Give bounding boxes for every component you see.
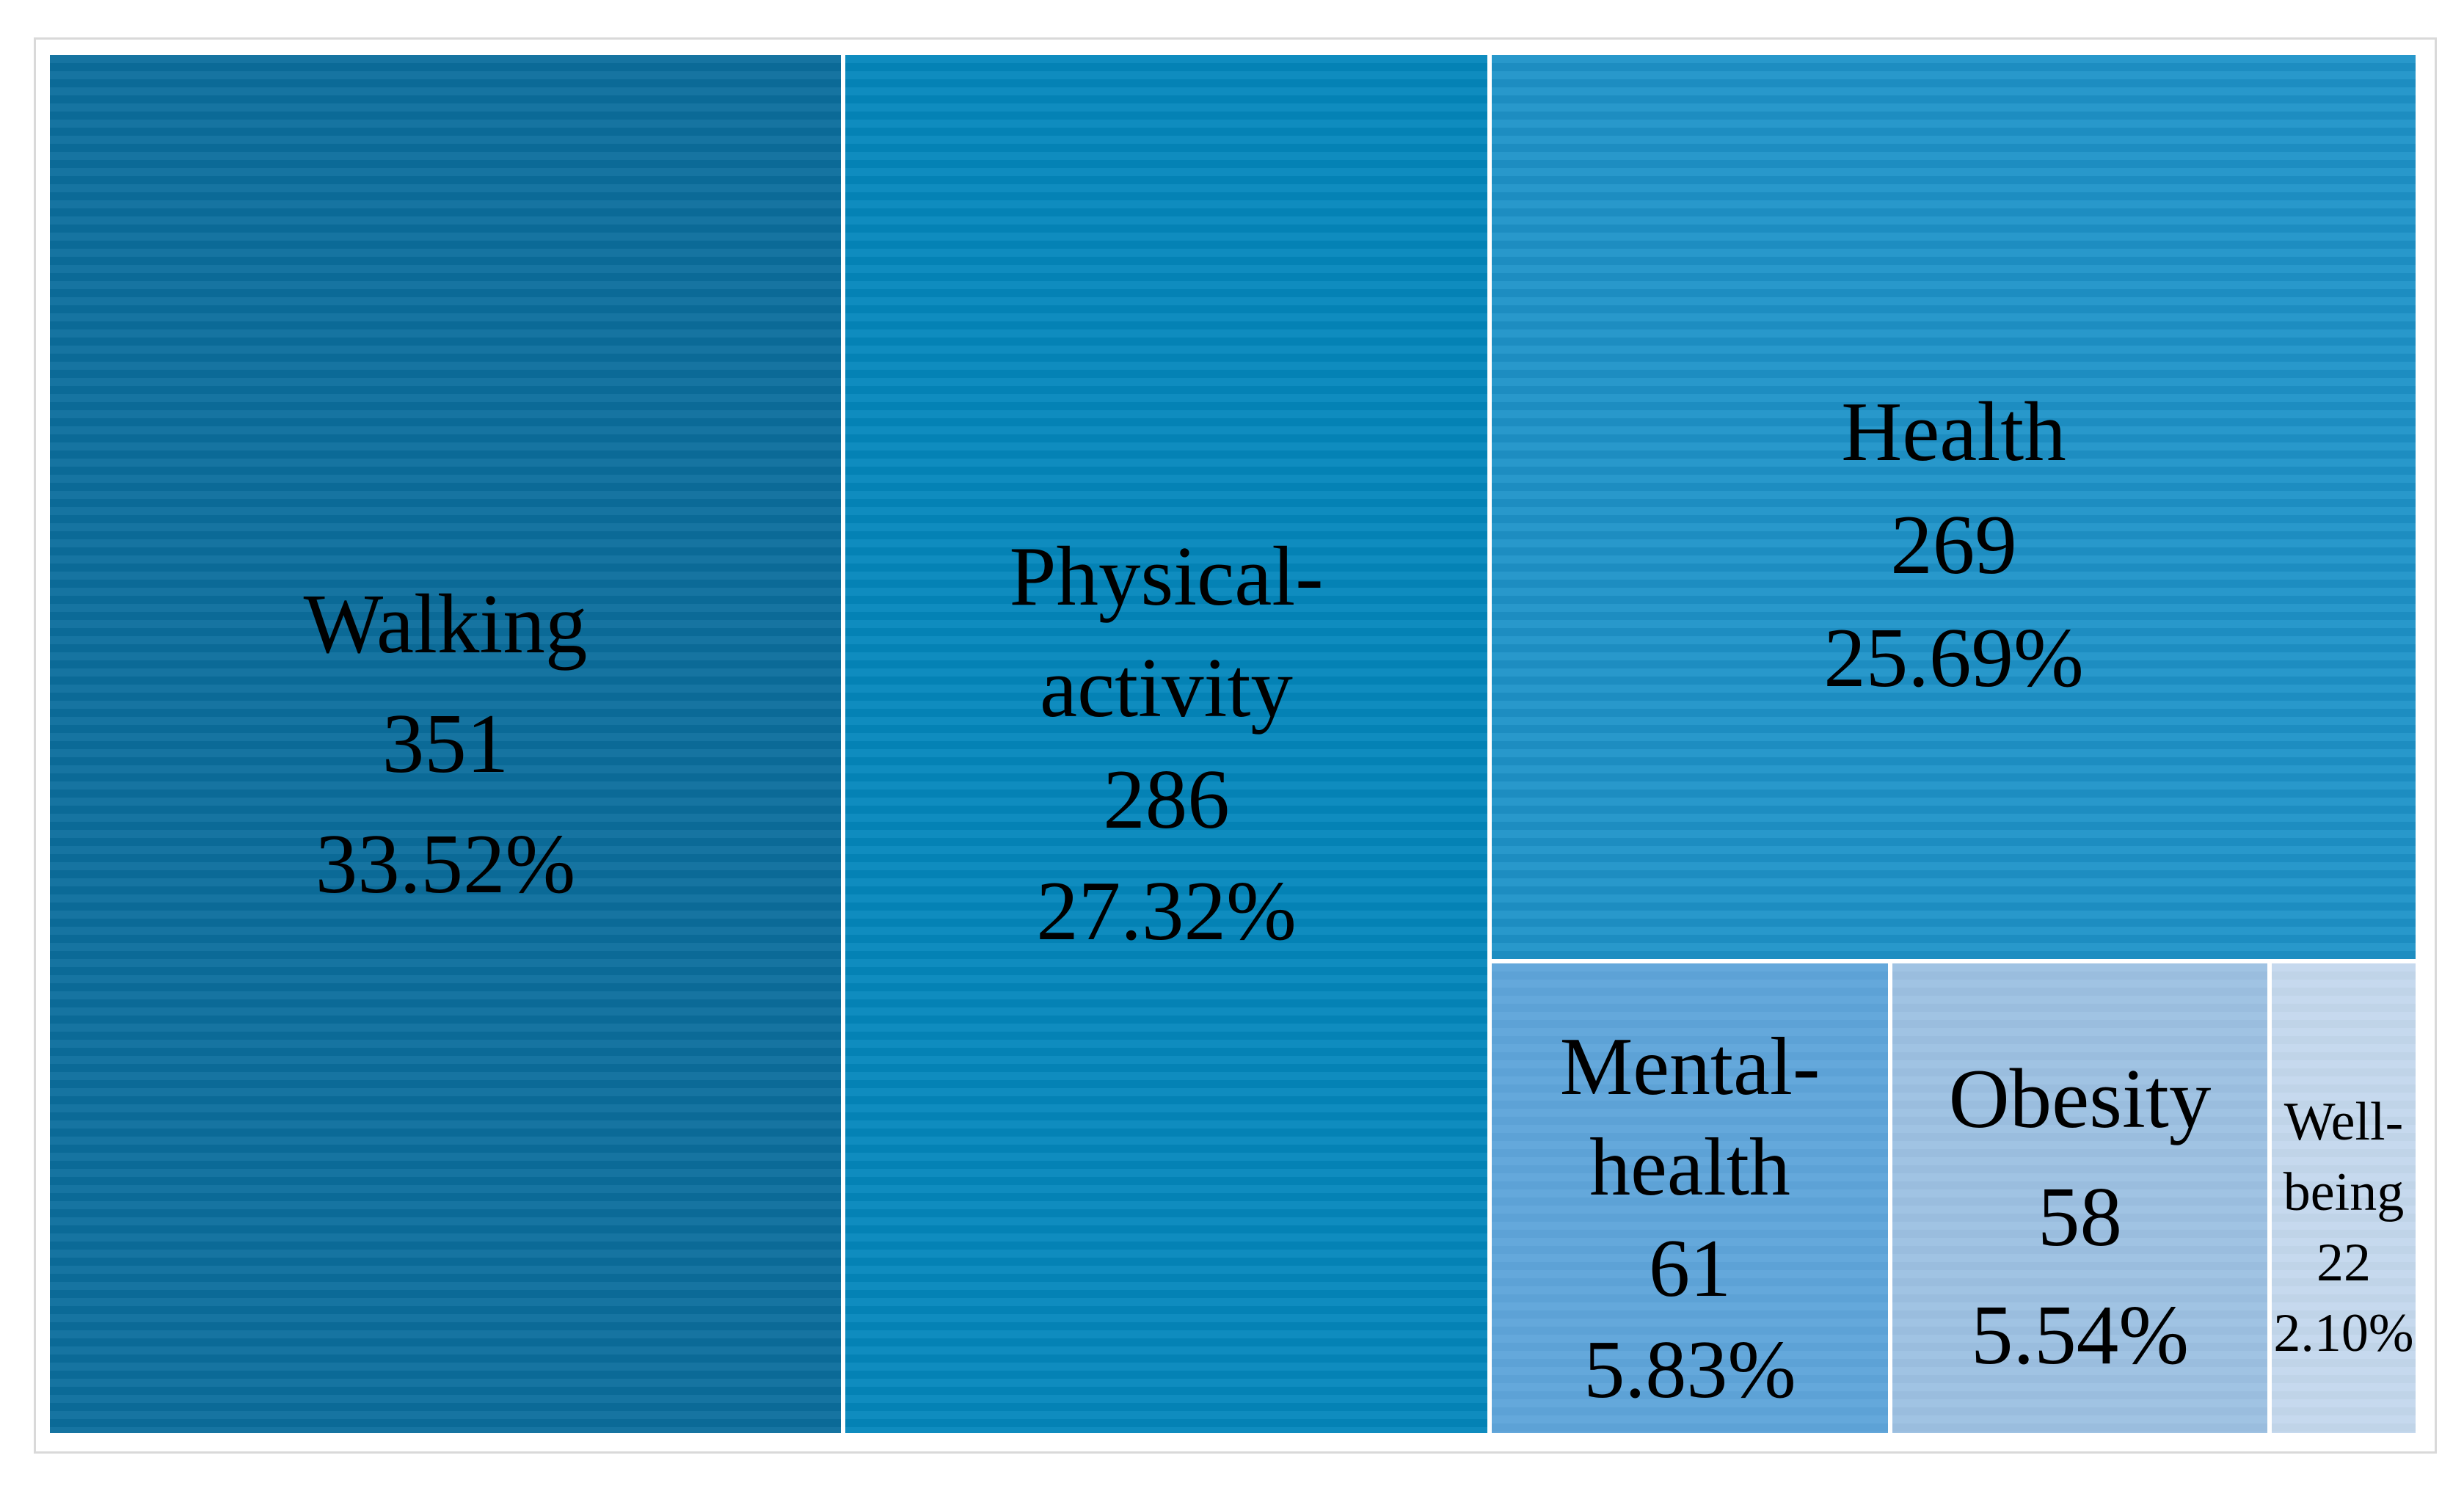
cell-percent: 33.52% bbox=[315, 817, 576, 911]
treemap-cell-mental-health: Mental- health 61 5.83% bbox=[1492, 963, 1888, 1433]
cell-count: 286 bbox=[1103, 753, 1230, 846]
cell-text: Well- being 22 2.10% bbox=[2273, 1087, 2413, 1369]
treemap-cell-well-being: Well- being 22 2.10% bbox=[2272, 963, 2416, 1433]
cell-count: 22 bbox=[2317, 1233, 2371, 1293]
cell-count: 351 bbox=[382, 697, 509, 791]
treemap-cell-obesity: Obesity 58 5.54% bbox=[1892, 963, 2267, 1433]
cell-label: Physical- bbox=[1009, 530, 1324, 624]
cell-percent: 27.32% bbox=[1036, 864, 1297, 958]
cell-label: Walking bbox=[303, 577, 588, 671]
cell-percent: 5.54% bbox=[1970, 1288, 2190, 1382]
cell-text: Health 269 25.69% bbox=[1823, 376, 2084, 715]
treemap-cell-health: Health 269 25.69% bbox=[1492, 55, 2416, 959]
cell-count: 269 bbox=[1890, 497, 2017, 591]
cell-label-line2: health bbox=[1589, 1122, 1790, 1214]
cell-text: Walking 351 33.52% bbox=[304, 564, 588, 924]
cell-count: 58 bbox=[2038, 1170, 2122, 1264]
cell-label: Well- bbox=[2283, 1091, 2404, 1152]
cell-percent: 25.69% bbox=[1823, 611, 2084, 705]
treemap-cell-physical-activity: Physical- activity 286 27.32% bbox=[845, 55, 1487, 1433]
treemap-cell-walking: Walking 351 33.52% bbox=[50, 55, 841, 1433]
cell-count: 61 bbox=[1648, 1223, 1731, 1314]
cell-percent: 5.83% bbox=[1583, 1324, 1796, 1415]
cell-label-line2: activity bbox=[1040, 641, 1293, 735]
cell-label-line2: being bbox=[2283, 1162, 2405, 1222]
cell-label: Health bbox=[1841, 384, 2066, 478]
cell-text: Mental- health 61 5.83% bbox=[1560, 1017, 1820, 1421]
cell-label: Obesity bbox=[1948, 1051, 2212, 1145]
cell-text: Physical- activity 286 27.32% bbox=[1010, 521, 1324, 966]
cell-percent: 2.10% bbox=[2273, 1303, 2414, 1364]
cell-label: Mental- bbox=[1559, 1021, 1820, 1112]
cell-text: Obesity 58 5.54% bbox=[1949, 1040, 2212, 1394]
